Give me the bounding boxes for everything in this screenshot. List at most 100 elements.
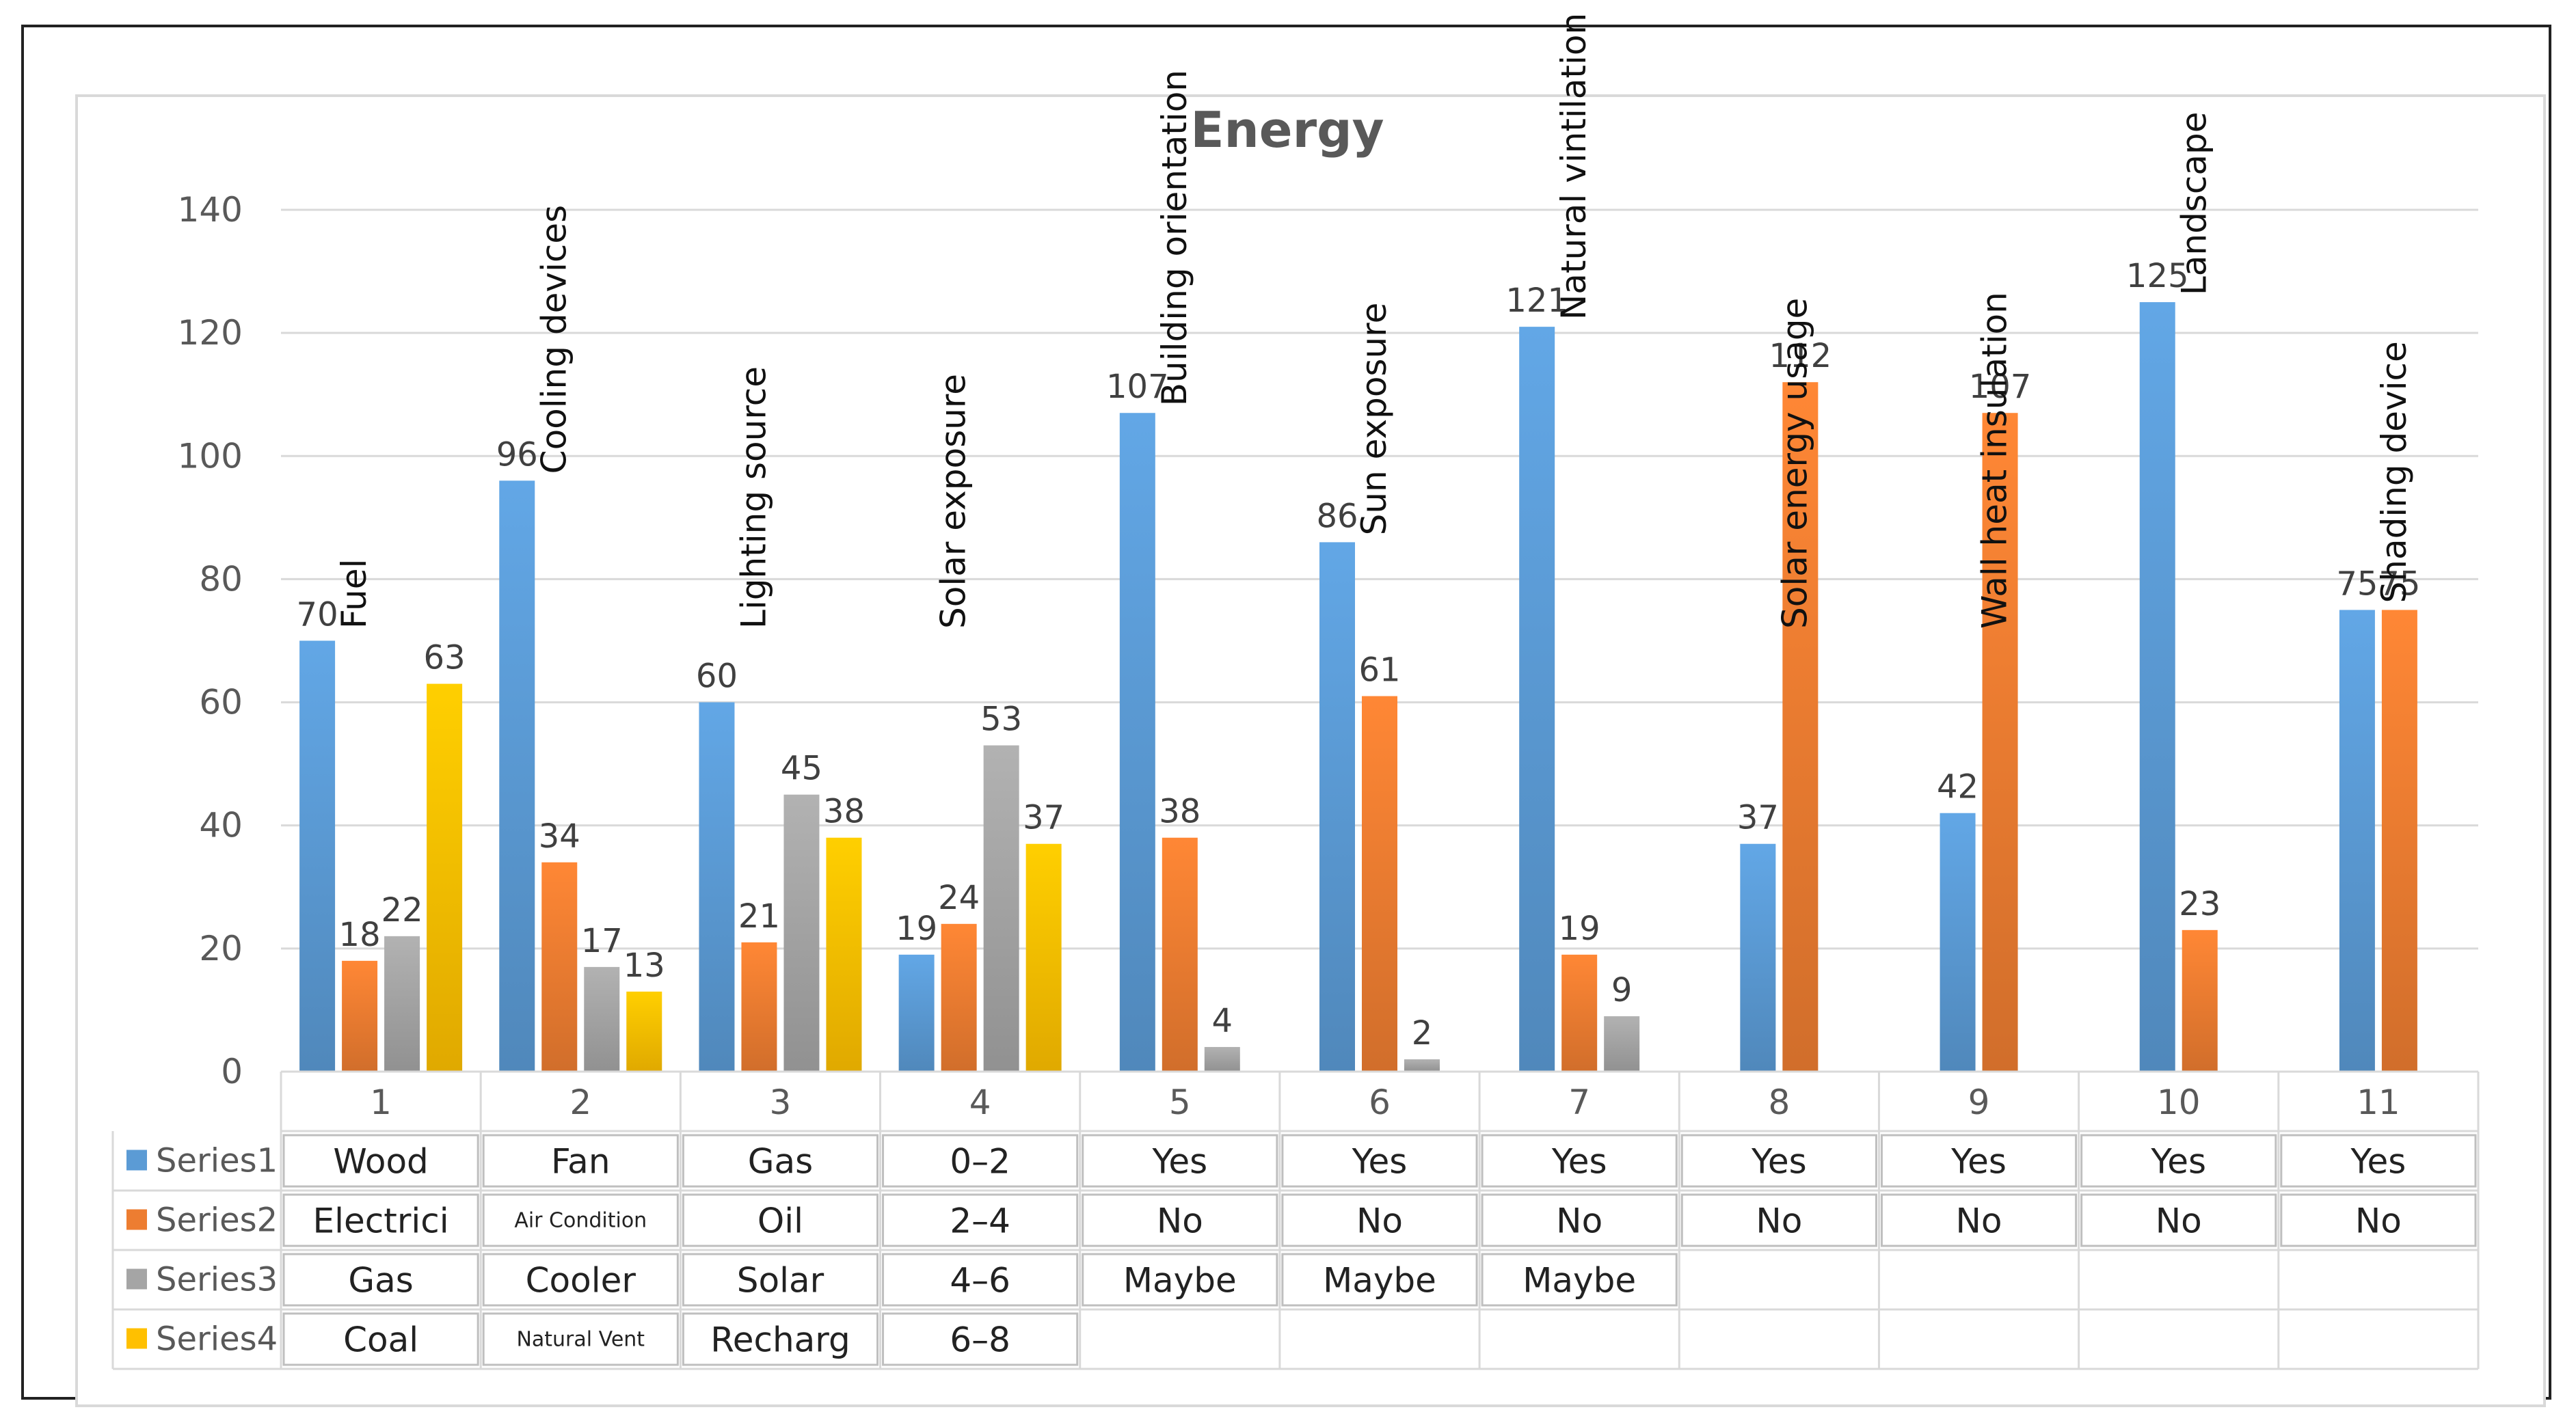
legend-label-series1: Series1 — [156, 1142, 278, 1180]
legend-swatch-series3 — [126, 1268, 147, 1290]
bar-series1-cat-3 — [699, 702, 735, 1072]
table-cell: Maybe — [1522, 1261, 1636, 1301]
value-labels: 7018226396341713602145381924533710738486… — [297, 257, 2421, 1052]
bar-series2-cat-10 — [2182, 929, 2218, 1072]
table-cell-box — [1680, 1134, 1877, 1188]
legend-label-series3: Series3 — [156, 1261, 278, 1299]
value-label: 21 — [738, 897, 780, 936]
bar-series4-cat-3 — [826, 837, 862, 1072]
y-tick-label: 0 — [221, 1052, 243, 1091]
value-label: 37 — [1737, 799, 1779, 837]
value-label: 60 — [696, 657, 738, 696]
table-cell-box — [682, 1312, 879, 1366]
value-label: 17 — [581, 922, 623, 960]
table-cell-box — [482, 1134, 679, 1188]
table-cell-box — [882, 1134, 1079, 1188]
bar-series1-cat-6 — [1319, 542, 1355, 1072]
table-cell-box — [682, 1193, 879, 1247]
table-cell-box — [882, 1193, 1079, 1247]
table-cell-box — [2080, 1134, 2277, 1188]
value-label: 125 — [2126, 257, 2189, 295]
legend-swatch-series1 — [126, 1150, 147, 1171]
table-cell: No — [2355, 1201, 2402, 1241]
category-name-label: Sun exposure — [1354, 303, 1394, 536]
chart-area — [75, 94, 2546, 1407]
y-axis-ticks: 0 20 40 60 80 100 120 140 — [178, 190, 243, 1091]
category-name-label: Landscape — [2175, 111, 2214, 295]
table-cell-box — [2280, 1134, 2477, 1188]
table-cell: Yes — [2350, 1142, 2406, 1182]
table-cell-box — [282, 1253, 479, 1307]
table-cell: Wood — [333, 1142, 428, 1182]
value-label: 34 — [539, 817, 580, 856]
table-cell: Cooler — [526, 1261, 636, 1301]
bar-series1-cat-5 — [1119, 413, 1155, 1072]
value-label: 45 — [781, 750, 822, 788]
bar-series3-cat-2 — [584, 966, 620, 1072]
table-cell-box — [1082, 1134, 1278, 1188]
table-cell: Yes — [1352, 1142, 1408, 1182]
value-label: 37 — [1023, 799, 1064, 837]
table-cell-box — [482, 1193, 679, 1247]
table-cell-box — [2280, 1193, 2477, 1247]
bars — [299, 302, 2417, 1072]
value-label: 19 — [896, 910, 937, 948]
table-cell: No — [1756, 1201, 1802, 1241]
y-tick-label: 60 — [199, 683, 243, 722]
bar-series2-cat-4 — [941, 923, 977, 1072]
table-cell: Yes — [1151, 1142, 1207, 1182]
y-tick-label: 140 — [178, 190, 243, 230]
value-label: 18 — [339, 916, 381, 954]
table-cell: No — [2156, 1201, 2202, 1241]
bar-series2-cat-11 — [2381, 610, 2417, 1072]
x-tick-label: 2 — [569, 1083, 591, 1122]
table-cell-box — [282, 1134, 479, 1188]
table-cell: No — [1157, 1201, 1203, 1241]
table-cell: Yes — [2150, 1142, 2206, 1182]
legend-swatch-series4 — [126, 1328, 147, 1349]
bar-series1-cat-7 — [1519, 327, 1555, 1072]
data-table: 1 2 3 4 5 6 7 8 9 10 11 Series1 Wood Fan Gas 0–2 Yes Yes Y… — [111, 1070, 2480, 1370]
value-label: 53 — [980, 701, 1022, 739]
table-cell-box — [282, 1312, 479, 1366]
value-label: 70 — [297, 596, 338, 634]
x-tick-label: 9 — [1968, 1083, 1990, 1122]
y-tick-label: 80 — [199, 559, 243, 599]
value-label: 63 — [424, 639, 466, 677]
bar-series1-cat-10 — [2139, 302, 2175, 1072]
table-cell-box — [682, 1134, 879, 1188]
category-name-label: Building orientation — [1155, 70, 1194, 406]
table-cell: No — [1556, 1201, 1602, 1241]
x-tick-label: 10 — [2157, 1083, 2201, 1122]
value-label: 4 — [1212, 1002, 1233, 1040]
x-tick-label: 11 — [2357, 1083, 2400, 1122]
value-label: 9 — [1611, 971, 1633, 1009]
value-label: 38 — [823, 793, 865, 831]
value-label: 19 — [1559, 910, 1600, 948]
bar-series1-cat-8 — [1740, 843, 1776, 1072]
table-cell-box — [1880, 1193, 2078, 1247]
category-name-label: Solar energy usage — [1775, 298, 1814, 629]
table-cell: Air Condition — [514, 1209, 647, 1233]
bar-series4-cat-1 — [427, 683, 463, 1072]
bar-series3-cat-3 — [783, 794, 820, 1072]
table-cell: Maybe — [1323, 1261, 1436, 1301]
value-label: 75 — [2378, 565, 2420, 603]
x-tick-label: 4 — [969, 1083, 991, 1122]
legend-swatch-series2 — [126, 1209, 147, 1230]
x-tick-label: 5 — [1169, 1083, 1191, 1122]
chart-title: Energy — [1190, 101, 1384, 159]
value-label: 38 — [1159, 793, 1200, 831]
table-cell: Electrici — [313, 1201, 449, 1241]
table-cell-box — [1481, 1253, 1678, 1307]
value-label: 61 — [1358, 651, 1400, 690]
bar-series2-cat-7 — [1561, 954, 1598, 1072]
table-cell-box — [1082, 1193, 1278, 1247]
value-label: 23 — [2179, 885, 2221, 923]
category-name-label: Natural vintilation — [1554, 13, 1594, 320]
value-label: 121 — [1505, 282, 1568, 320]
y-tick-label: 120 — [178, 313, 243, 353]
table-cell: 0–2 — [950, 1142, 1010, 1182]
bar-series2-cat-6 — [1362, 696, 1397, 1072]
value-label: 22 — [381, 891, 423, 929]
